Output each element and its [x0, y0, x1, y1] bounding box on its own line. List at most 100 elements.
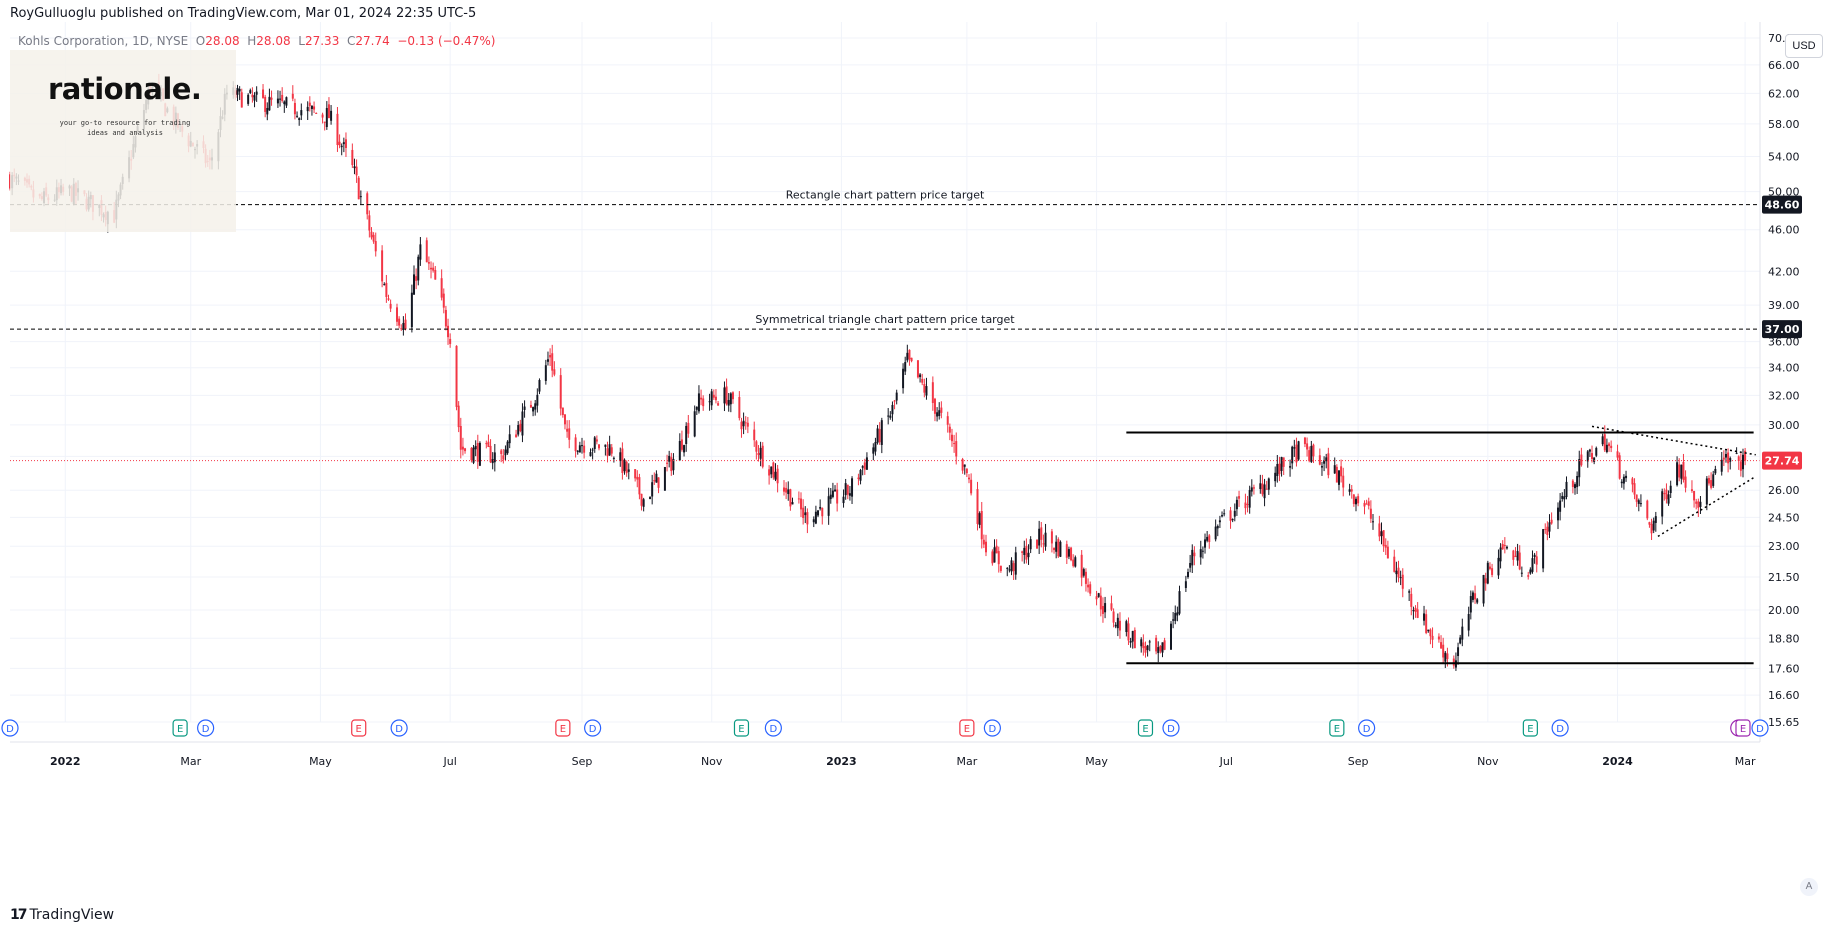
auto-scale-button[interactable]: A [1800, 878, 1818, 896]
candle-body [387, 298, 390, 300]
candle-body [340, 145, 343, 148]
candle-body [1531, 558, 1534, 572]
candle-body [1669, 485, 1672, 494]
candle-body [910, 357, 913, 362]
candle-body [950, 434, 953, 442]
candle-body [508, 434, 511, 444]
candle-body [1408, 591, 1411, 593]
candle-body [653, 479, 656, 482]
candle-body [553, 369, 556, 375]
candle-body [1080, 554, 1083, 578]
candle-body [1654, 516, 1657, 523]
candle-body [353, 166, 356, 169]
close-label: C [346, 34, 356, 48]
candle-body [1089, 584, 1092, 594]
candle-body [298, 118, 301, 121]
candle-body [1204, 539, 1207, 548]
candle-body [1250, 487, 1253, 492]
time-tick-label: May [1085, 755, 1108, 768]
candle-body [1142, 642, 1145, 649]
candle-body [961, 459, 964, 471]
candle-body [551, 353, 554, 371]
candle-body [1586, 451, 1589, 462]
candle-body [1739, 461, 1742, 471]
candle-body [1695, 501, 1698, 504]
candle-body [804, 512, 807, 516]
candle-body [521, 411, 524, 436]
earnings-marker-icon [733, 719, 750, 737]
open-value: 28.08 [205, 34, 240, 48]
candle-body [1053, 547, 1056, 551]
candle-body [1399, 577, 1402, 579]
earnings-marker-icon [1137, 719, 1154, 737]
candle-body [1452, 658, 1455, 666]
candle-body [529, 404, 532, 408]
candle-body [1206, 536, 1209, 541]
watermark-brand: rationale. [48, 72, 202, 106]
price-tick-label: 36.00 [1768, 336, 1800, 349]
candle-body [1518, 552, 1521, 570]
candle-body [1442, 644, 1445, 658]
currency-button[interactable]: USD [1785, 34, 1823, 58]
candle-body [1087, 584, 1090, 588]
price-tick-label: 16.60 [1768, 689, 1800, 702]
candle-body [1218, 520, 1221, 523]
candle-body [1542, 529, 1545, 569]
earnings-marker-icon [172, 719, 188, 737]
candle-body [976, 489, 979, 524]
low-label: L [298, 34, 305, 48]
candle-body [1437, 636, 1440, 640]
candle-body [1565, 481, 1568, 497]
candle-body [325, 108, 328, 127]
candle-body [487, 441, 490, 447]
candle-body [1199, 549, 1202, 558]
candle-body [519, 423, 522, 432]
candle-body [1595, 447, 1598, 456]
candle-body [1099, 595, 1102, 610]
candle-body [1044, 532, 1047, 547]
candle-body [1710, 480, 1713, 488]
candle-body [680, 439, 683, 450]
candle-body [697, 393, 700, 412]
candle-body [1588, 449, 1591, 452]
candle-body [1276, 464, 1279, 477]
candle-body [1488, 566, 1491, 569]
candle-body [532, 407, 535, 412]
candle-body [936, 412, 939, 417]
tradingview-logo[interactable]: 17 TradingView [10, 907, 114, 923]
symbol-title[interactable]: Kohls Corporation, 1D, NYSE [18, 34, 189, 48]
candle-body [500, 450, 503, 454]
candle-body [432, 267, 435, 271]
candle-body [857, 477, 860, 480]
candle-body [359, 196, 362, 198]
candle-body [938, 410, 941, 416]
candle-body [797, 498, 800, 500]
candle-body [967, 477, 970, 480]
candle-body [1172, 619, 1175, 621]
candle-body [300, 110, 303, 116]
candle-body [776, 468, 779, 484]
candle-body [1072, 559, 1075, 566]
candle-body [536, 394, 539, 406]
candle-body [415, 276, 418, 281]
dividend-marker-icon [1751, 719, 1769, 737]
candle-body [678, 441, 681, 461]
candle-body [925, 386, 928, 396]
candle-body [1561, 495, 1564, 499]
candle-body [1601, 436, 1604, 445]
candle-body [1110, 603, 1113, 610]
time-tick-label: Jul [1219, 755, 1233, 768]
dividend-marker-icon [584, 719, 602, 737]
event-marker-glyph: D [395, 724, 403, 735]
candle-body [1342, 475, 1345, 488]
candle-body [921, 378, 924, 383]
candle-body [240, 92, 243, 108]
candle-body [1042, 543, 1045, 545]
candle-body [1193, 552, 1196, 557]
candle-body [712, 394, 715, 398]
candle-body [1348, 489, 1351, 492]
candle-body [247, 94, 250, 104]
candle-body [253, 95, 256, 101]
candle-body [1297, 441, 1300, 460]
